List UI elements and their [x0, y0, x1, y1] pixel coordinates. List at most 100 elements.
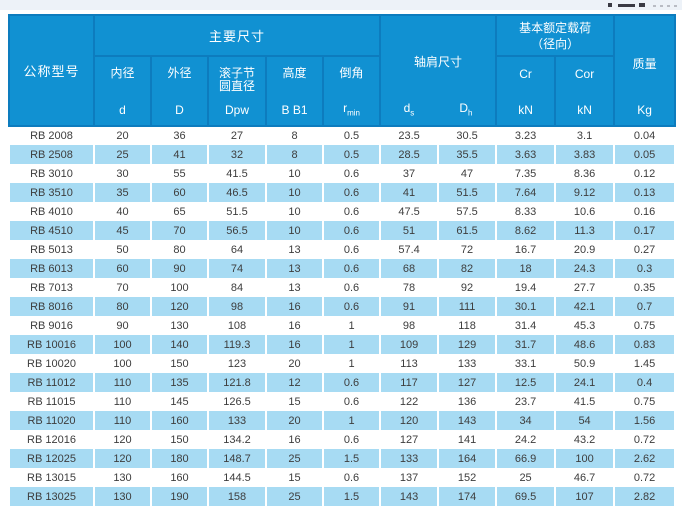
table-row: RB 4010 40 65 51.5 10 0.6 47.5 57.5 8.33 10.6 0.16 [8, 202, 677, 221]
value-cell: 24.3 [554, 259, 616, 278]
value-cell: 1 [321, 411, 382, 430]
value-cell: 34 [495, 411, 557, 430]
value-cell: 108 [207, 316, 267, 335]
value-cell: 91 [379, 297, 440, 316]
value-cell: 68 [379, 259, 440, 278]
value-cell: 0.27 [613, 240, 677, 259]
model-cell: RB 12025 [8, 449, 95, 468]
value-cell: 60 [93, 259, 152, 278]
mass-unit: Kg [637, 103, 652, 117]
table-row: RB 2008 20 36 27 8 0.5 23.5 30.5 3.23 3.1 0.04 [8, 126, 677, 145]
model-cell: RB 8016 [8, 297, 95, 316]
value-cell: 0.7 [613, 297, 677, 316]
col-header-height: 高度 B B1 [265, 55, 324, 127]
value-cell: 82 [437, 259, 498, 278]
col-header-mass: 质量 Kg [613, 14, 677, 127]
value-cell: 84 [207, 278, 267, 297]
table-row: RB 11012 110 135 121.8 12 0.6 117 127 12.5 24.1 0.… [8, 373, 677, 392]
value-cell: 1.45 [613, 354, 677, 373]
value-cell: 33.1 [495, 354, 557, 373]
value-cell: 0.6 [321, 430, 382, 449]
value-cell: 130 [93, 468, 152, 487]
value-cell: 8 [265, 126, 324, 145]
model-cell: RB 4010 [8, 202, 95, 221]
value-cell: 0.5 [321, 145, 382, 164]
value-cell: 57.4 [379, 240, 440, 259]
col-group-main-dimensions: 主要尺寸 [92, 14, 382, 57]
value-cell: 31.7 [495, 335, 557, 354]
table-row: RB 3510 35 60 46.5 10 0.6 41 51.5 7.64 9.12 0.13 [8, 183, 677, 202]
model-cell: RB 11012 [8, 373, 95, 392]
value-cell: 51.5 [207, 202, 267, 221]
col-header-chamfer: 倒角 rmin [321, 55, 382, 127]
value-cell: 24.2 [495, 430, 557, 449]
value-cell: 7.35 [495, 164, 557, 183]
shoulder-dimensions-label: 轴肩尺寸 [414, 55, 463, 70]
value-cell: 61.5 [437, 221, 498, 240]
value-cell: 16.7 [495, 240, 557, 259]
value-cell: 0.6 [321, 278, 382, 297]
value-cell: 16 [265, 316, 324, 335]
value-cell: 13 [265, 240, 324, 259]
value-cell: 80 [93, 297, 152, 316]
value-cell: 3.23 [495, 126, 557, 145]
value-cell: 70 [93, 278, 152, 297]
value-cell: 0.6 [321, 468, 382, 487]
model-cell: RB 6013 [8, 259, 95, 278]
value-cell: 1 [321, 354, 382, 373]
value-cell: 127 [379, 430, 440, 449]
table-row: RB 7013 70 100 84 13 0.6 78 92 19.4 27.7 0.35 [8, 278, 677, 297]
value-cell: 122 [379, 392, 440, 411]
value-cell: 136 [437, 392, 498, 411]
model-cell: RB 5013 [8, 240, 95, 259]
value-cell: 100 [93, 335, 152, 354]
value-cell: 56.5 [207, 221, 267, 240]
value-cell: 120 [93, 449, 152, 468]
value-cell: 129 [437, 335, 498, 354]
value-cell: 133 [379, 449, 440, 468]
col-header-ds: ds [403, 100, 415, 117]
value-cell: 111 [437, 297, 498, 316]
value-cell: 3.1 [554, 126, 616, 145]
value-cell: 90 [150, 259, 209, 278]
value-cell: 10 [265, 202, 324, 221]
value-cell: 27 [207, 126, 267, 145]
col-header-inner-diameter: 内径 d [93, 55, 152, 127]
value-cell: 123 [207, 354, 267, 373]
value-cell: 43.2 [554, 430, 616, 449]
value-cell: 64 [207, 240, 267, 259]
value-cell: 7.64 [495, 183, 557, 202]
value-cell: 23.7 [495, 392, 557, 411]
value-cell: 36 [150, 126, 209, 145]
value-cell: 0.16 [613, 202, 677, 221]
model-cell: RB 10016 [8, 335, 95, 354]
value-cell: 143 [379, 487, 440, 506]
value-cell: 8.36 [554, 164, 616, 183]
model-cell: RB 3010 [8, 164, 95, 183]
value-cell: 150 [150, 354, 209, 373]
value-cell: 16 [265, 430, 324, 449]
value-cell: 65 [150, 202, 209, 221]
value-cell: 2.62 [613, 449, 677, 468]
value-cell: 130 [93, 487, 152, 506]
value-cell: 72 [437, 240, 498, 259]
model-cell: RB 11015 [8, 392, 95, 411]
value-cell: 0.17 [613, 221, 677, 240]
value-cell: 28.5 [379, 145, 440, 164]
value-cell: 0.13 [613, 183, 677, 202]
value-cell: 152 [437, 468, 498, 487]
value-cell: 25 [93, 145, 152, 164]
table-row: RB 5013 50 80 64 13 0.6 57.4 72 16.7 20.9 0.27 [8, 240, 677, 259]
value-cell: 13 [265, 278, 324, 297]
value-cell: 30.1 [495, 297, 557, 316]
value-cell: 0.5 [321, 126, 382, 145]
value-cell: 31.4 [495, 316, 557, 335]
value-cell: 3.63 [495, 145, 557, 164]
value-cell: 180 [150, 449, 209, 468]
value-cell: 19.4 [495, 278, 557, 297]
table-row: RB 6013 60 90 74 13 0.6 68 82 18 24.3 0.3 [8, 259, 677, 278]
table-row: RB 10016 100 140 119.3 16 1 109 129 31.7 48.6 0.83 [8, 335, 677, 354]
value-cell: 45.3 [554, 316, 616, 335]
bearing-spec-table: 公称型号 主要尺寸 轴肩尺寸 ds Dh 基本额定载荷 （径向） [8, 14, 677, 506]
value-cell: 0.75 [613, 392, 677, 411]
